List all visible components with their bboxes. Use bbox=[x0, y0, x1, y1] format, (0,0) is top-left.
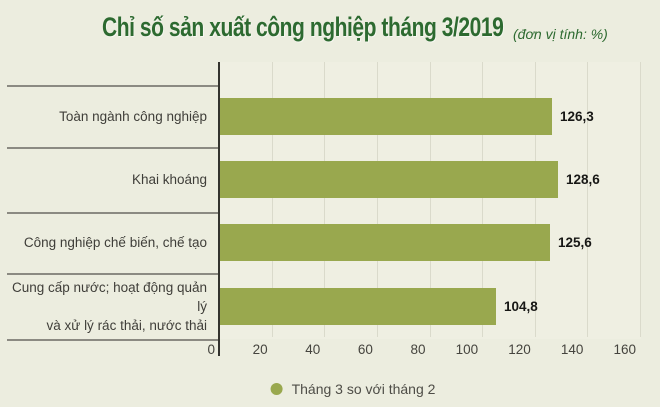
x-tick-label: 0 bbox=[207, 342, 215, 357]
x-tick-label: 80 bbox=[410, 342, 426, 357]
gridline bbox=[271, 62, 273, 337]
x-tick-label: 100 bbox=[455, 342, 479, 357]
chart-title: Chỉ số sản xuất công nghiệp tháng 3/2019 bbox=[102, 12, 504, 42]
gridline bbox=[324, 62, 326, 337]
bar-value-label: 125,6 bbox=[558, 235, 592, 250]
category-label-line: Khai khoáng bbox=[131, 172, 207, 187]
x-tick-label: 160 bbox=[613, 342, 636, 357]
gridline bbox=[482, 62, 484, 337]
category-label-line: Cung cấp nước; hoạt động quản lý bbox=[11, 279, 207, 314]
bar bbox=[220, 98, 552, 135]
category-label-line: Toàn ngành công nghiệp bbox=[59, 108, 207, 124]
gridline bbox=[534, 62, 536, 337]
gridline bbox=[640, 62, 641, 337]
bar bbox=[220, 161, 558, 198]
row-separator bbox=[7, 147, 219, 149]
bar-value-label: 128,6 bbox=[566, 172, 600, 187]
category-label: Khai khoáng bbox=[0, 147, 207, 212]
category-label: Công nghiệp chế biến, chế tạo bbox=[0, 212, 207, 273]
x-tick-label: 20 bbox=[252, 342, 268, 357]
row-separator bbox=[7, 273, 219, 275]
x-tick-label: 140 bbox=[560, 342, 584, 357]
category-label-line: Công nghiệp chế biến, chế tạo bbox=[23, 235, 207, 250]
legend-marker-icon bbox=[270, 383, 283, 395]
row-separator bbox=[7, 339, 219, 341]
category-label: Toàn ngành công nghiệp bbox=[0, 85, 207, 147]
x-axis-line bbox=[218, 62, 220, 356]
gridline bbox=[587, 62, 589, 337]
legend: Tháng 3 so với tháng 2 bbox=[270, 381, 436, 397]
category-label-line: và xử lý rác thải, nước thải bbox=[46, 317, 207, 333]
x-tick-label: 40 bbox=[305, 342, 321, 357]
x-tick-label: 60 bbox=[357, 342, 373, 357]
gridline bbox=[376, 62, 378, 337]
x-tick-label: 120 bbox=[508, 342, 531, 357]
bar bbox=[220, 224, 550, 261]
gridline bbox=[429, 62, 431, 337]
bar-value-label: 126,3 bbox=[560, 109, 594, 124]
unit-note: (đơn vị tính: %) bbox=[513, 26, 608, 42]
legend-label: Tháng 3 so với tháng 2 bbox=[291, 381, 436, 397]
row-separator bbox=[7, 85, 219, 87]
bar bbox=[220, 288, 496, 325]
category-label: Cung cấp nước; hoạt động quản lý và xử lý… bbox=[0, 273, 207, 339]
row-separator bbox=[7, 212, 219, 214]
bar-value-label: 104,8 bbox=[504, 299, 538, 314]
